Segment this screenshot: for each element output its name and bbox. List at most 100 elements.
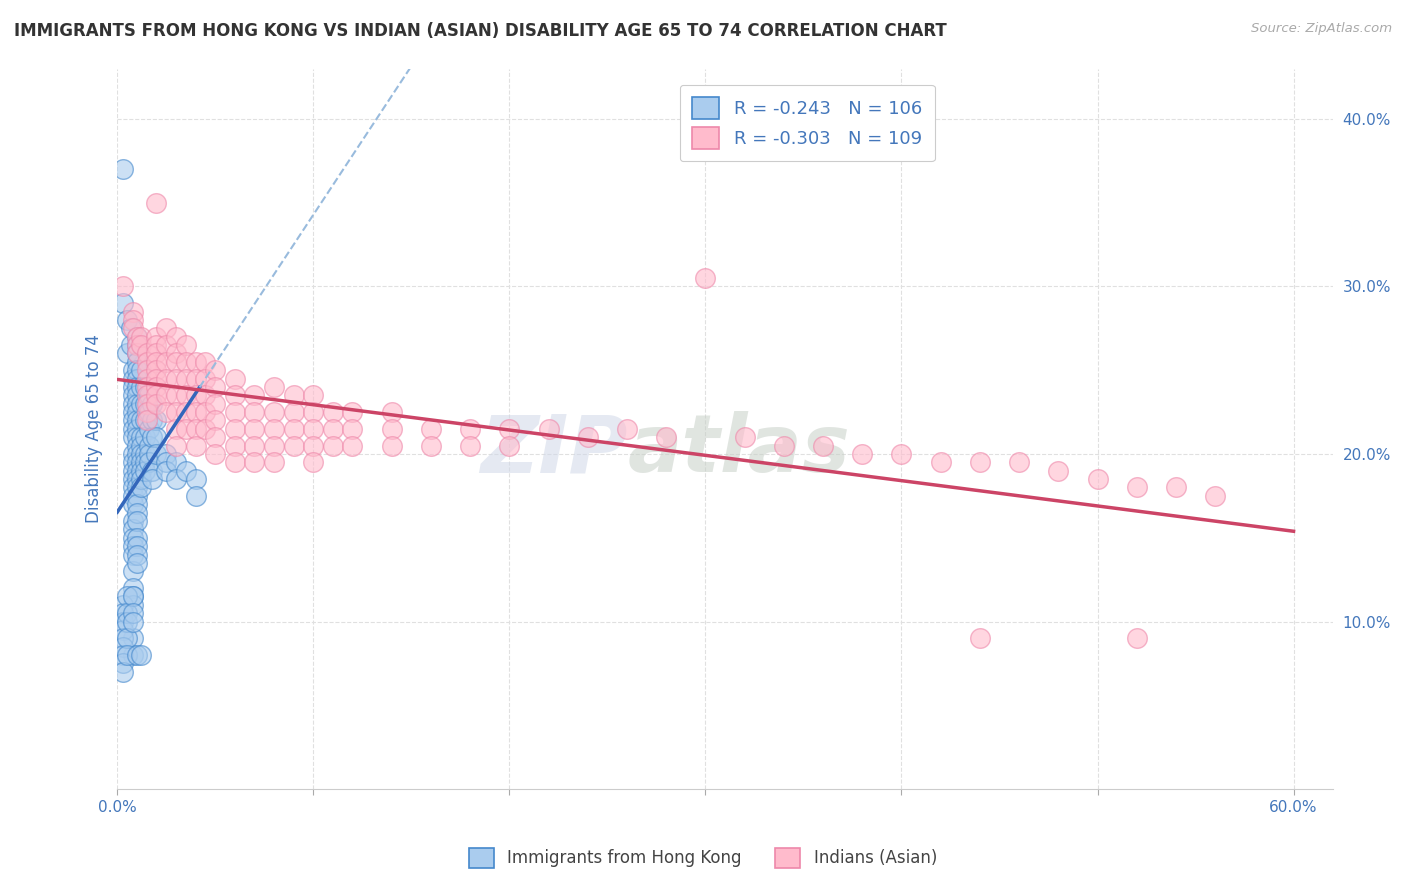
Point xyxy=(165,371,187,385)
Text: atlas: atlas xyxy=(627,411,851,490)
Point xyxy=(120,321,142,335)
Point xyxy=(125,472,148,486)
Point xyxy=(851,447,873,461)
Point xyxy=(129,481,152,495)
Point xyxy=(381,422,404,436)
Point xyxy=(135,380,157,394)
Point xyxy=(204,397,226,411)
Point xyxy=(125,548,148,562)
Point xyxy=(122,497,145,511)
Point xyxy=(141,464,163,478)
Point xyxy=(302,388,325,402)
Point xyxy=(122,615,145,629)
Point xyxy=(929,455,952,469)
Point xyxy=(125,447,148,461)
Point xyxy=(381,439,404,453)
Point xyxy=(112,632,135,646)
Point xyxy=(174,388,197,402)
Point xyxy=(129,447,152,461)
Point xyxy=(184,422,207,436)
Point xyxy=(174,405,197,419)
Point xyxy=(115,632,138,646)
Point xyxy=(125,363,148,377)
Point xyxy=(129,464,152,478)
Point xyxy=(125,455,148,469)
Point xyxy=(1125,481,1147,495)
Point xyxy=(125,481,148,495)
Point xyxy=(125,556,148,570)
Point xyxy=(224,455,246,469)
Point xyxy=(655,430,678,444)
Point xyxy=(120,338,142,352)
Point xyxy=(129,430,152,444)
Point xyxy=(122,371,145,385)
Text: ZIP: ZIP xyxy=(481,411,627,490)
Point xyxy=(135,388,157,402)
Point xyxy=(115,313,138,327)
Point xyxy=(890,447,912,461)
Point xyxy=(224,439,246,453)
Point xyxy=(263,439,285,453)
Point xyxy=(322,405,344,419)
Point xyxy=(969,632,991,646)
Point xyxy=(155,321,177,335)
Point xyxy=(122,321,145,335)
Point xyxy=(263,422,285,436)
Point xyxy=(138,447,160,461)
Point xyxy=(145,363,167,377)
Point xyxy=(145,397,167,411)
Point xyxy=(141,397,163,411)
Text: Source: ZipAtlas.com: Source: ZipAtlas.com xyxy=(1251,22,1392,36)
Point xyxy=(194,371,217,385)
Point xyxy=(129,397,152,411)
Point xyxy=(135,346,157,360)
Point xyxy=(125,422,148,436)
Point xyxy=(165,422,187,436)
Point xyxy=(283,439,305,453)
Point xyxy=(129,380,152,394)
Point xyxy=(138,439,160,453)
Point xyxy=(165,329,187,343)
Point xyxy=(174,464,197,478)
Point xyxy=(135,363,157,377)
Point xyxy=(498,439,520,453)
Point xyxy=(122,489,145,503)
Point xyxy=(155,405,177,419)
Point xyxy=(125,648,148,662)
Point xyxy=(112,296,135,310)
Point xyxy=(1164,481,1187,495)
Point xyxy=(174,355,197,369)
Point xyxy=(458,439,481,453)
Point xyxy=(381,405,404,419)
Y-axis label: Disability Age 65 to 74: Disability Age 65 to 74 xyxy=(86,334,103,524)
Point xyxy=(145,346,167,360)
Point xyxy=(125,346,148,360)
Point xyxy=(141,430,163,444)
Point xyxy=(125,514,148,528)
Point xyxy=(1087,472,1109,486)
Point xyxy=(145,195,167,210)
Point xyxy=(224,422,246,436)
Point xyxy=(125,430,148,444)
Point xyxy=(283,388,305,402)
Point xyxy=(155,455,177,469)
Point xyxy=(122,422,145,436)
Point xyxy=(125,506,148,520)
Point xyxy=(122,455,145,469)
Point xyxy=(125,329,148,343)
Point xyxy=(184,439,207,453)
Point xyxy=(302,455,325,469)
Point xyxy=(112,162,135,177)
Point xyxy=(125,338,148,352)
Point xyxy=(138,405,160,419)
Point xyxy=(134,397,156,411)
Point xyxy=(419,439,441,453)
Point xyxy=(122,313,145,327)
Point xyxy=(125,405,148,419)
Point xyxy=(122,548,145,562)
Legend: R = -0.243   N = 106, R = -0.303   N = 109: R = -0.243 N = 106, R = -0.303 N = 109 xyxy=(679,85,935,161)
Point xyxy=(165,388,187,402)
Point xyxy=(145,380,167,394)
Point xyxy=(194,388,217,402)
Point xyxy=(122,464,145,478)
